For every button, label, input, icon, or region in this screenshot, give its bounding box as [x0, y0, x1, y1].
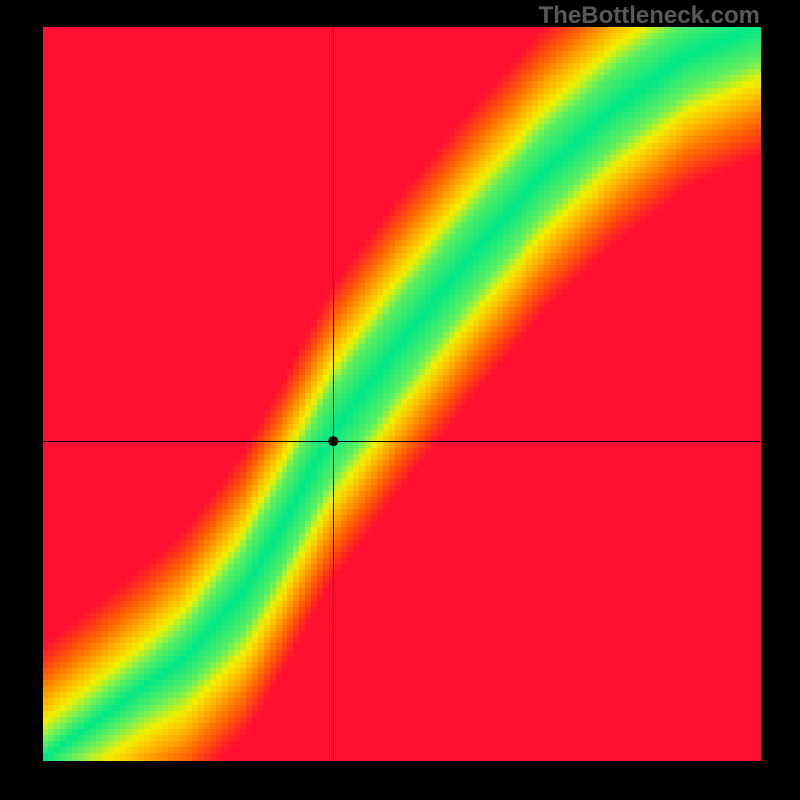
- chart-frame: TheBottleneck.com: [0, 0, 800, 800]
- bottleneck-heatmap-canvas: [0, 0, 800, 800]
- watermark-text: TheBottleneck.com: [539, 2, 760, 30]
